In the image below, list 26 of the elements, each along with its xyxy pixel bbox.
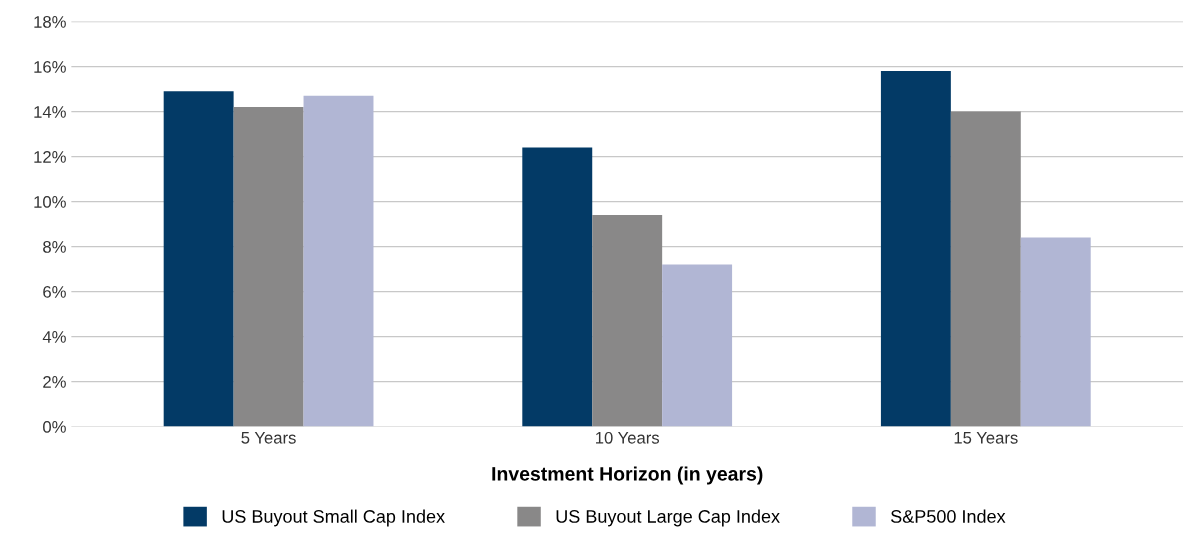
bar [522, 147, 593, 427]
x-tick-label: 10 Years [596, 431, 660, 444]
bar [163, 91, 234, 427]
bar [1020, 237, 1091, 427]
y-tick-label: 2% [43, 376, 66, 388]
y-tick-label: 10% [34, 196, 66, 208]
y-tick-label: 8% [43, 241, 66, 253]
y-tick-label: 12% [34, 151, 66, 163]
y-tick-label: 0% [43, 421, 66, 433]
y-tick-label: 6% [43, 286, 66, 298]
bar [662, 264, 733, 427]
x-tick-label: 15 Years [954, 432, 1018, 444]
legend-label: US Buyout Large Cap Index [556, 509, 780, 527]
y-tick-label: 4% [42, 331, 66, 343]
legend-label: S&P500 Index [891, 509, 1006, 523]
y-tick-label: 18% [34, 16, 66, 28]
legend-label: US Buyout Small Cap Index [222, 509, 445, 527]
x-tick-label: 5 Years [241, 432, 296, 444]
x-axis-title: Investment Horizon (in years) [492, 466, 763, 485]
bar [233, 107, 304, 427]
y-tick-label: 14% [34, 106, 66, 118]
bar [303, 95, 374, 427]
bar [880, 71, 951, 427]
bar [950, 111, 1021, 427]
y-tick-label: 16% [34, 61, 66, 73]
bar [592, 215, 663, 427]
